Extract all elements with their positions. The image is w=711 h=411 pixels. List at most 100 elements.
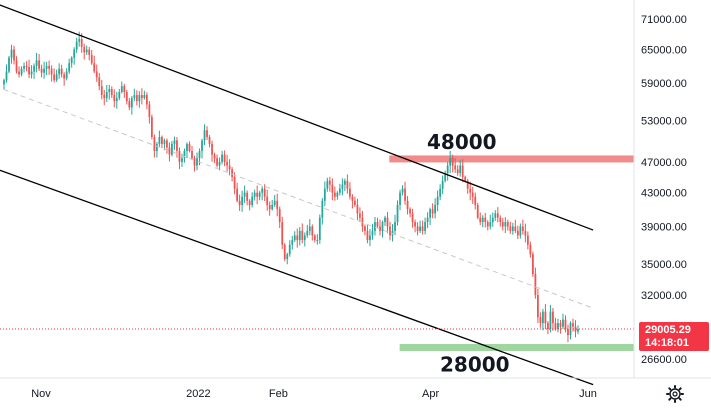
candle-body (514, 226, 517, 231)
candle-body (135, 95, 138, 102)
x-tick-label: Nov (31, 388, 51, 400)
candle-body (333, 192, 336, 197)
candle-body (313, 235, 316, 241)
channel-line-upper (0, 4, 594, 231)
x-tick-label: 2022 (186, 388, 210, 400)
candle-body (58, 68, 61, 75)
candle-body (484, 217, 487, 223)
candle-body (60, 68, 63, 75)
candle-body (30, 71, 33, 75)
candle-body (263, 188, 266, 197)
support-label: 28000 (440, 352, 510, 376)
candle-body (158, 136, 161, 144)
candle-body (564, 319, 567, 330)
candle-body (414, 222, 416, 227)
candle-body (577, 329, 579, 332)
candle-body (130, 98, 133, 108)
candle-body (466, 180, 469, 189)
candle-body (20, 68, 23, 75)
candle-body (529, 244, 532, 255)
last-price-tag: 29005.29 14:18:01 (639, 322, 709, 352)
candle-body (349, 188, 351, 197)
candle-body (323, 188, 326, 201)
candle-body (110, 89, 113, 96)
candle-body (481, 217, 484, 223)
candle-body (454, 165, 457, 170)
candle-body (464, 176, 467, 181)
candle-body (439, 188, 442, 197)
candle-body (444, 173, 447, 181)
y-tick-label: 32000.00 (641, 290, 687, 302)
resistance-label: 48000 (427, 130, 497, 154)
candle-body (343, 180, 346, 185)
candle-body (552, 311, 554, 324)
candle-body (384, 217, 386, 223)
candle-body (120, 86, 123, 93)
y-tick-label: 39000.00 (641, 221, 687, 233)
candle-body (55, 74, 58, 81)
candle-body (526, 235, 529, 245)
candle-body (459, 165, 462, 174)
candle-body (211, 143, 213, 155)
candle-body (419, 226, 421, 231)
candle-body (256, 192, 259, 197)
candle-body (511, 226, 514, 231)
candle-body (8, 57, 10, 72)
candle-body (562, 319, 564, 327)
candle-body (33, 65, 35, 72)
candle-body (93, 63, 96, 72)
candle-body (100, 86, 103, 96)
candle-body (173, 140, 176, 144)
candle-body (426, 217, 429, 223)
candle-body (401, 188, 404, 193)
candle-body (68, 63, 71, 72)
price-scale[interactable] (634, 0, 711, 378)
candle-body (183, 150, 186, 159)
candle-body (316, 240, 319, 242)
candle-body (123, 86, 126, 93)
candle-body (471, 192, 474, 197)
channel-line-lower (0, 169, 594, 386)
candle-body (389, 226, 391, 236)
y-tick-label: 26600.00 (641, 354, 687, 366)
candle-body (63, 74, 66, 79)
candle-body (441, 180, 444, 189)
candle-body (266, 196, 269, 205)
candle-body (436, 196, 439, 205)
candle-body (371, 230, 374, 236)
candle-body (226, 161, 228, 166)
candle-body (133, 95, 136, 99)
candle-body (115, 98, 118, 102)
gear-icon[interactable] (666, 385, 684, 403)
candle-body (83, 46, 86, 53)
candle-body (326, 180, 329, 189)
candle-body (138, 95, 141, 102)
candle-body (178, 150, 181, 162)
candle-body (248, 200, 251, 205)
candle-body (150, 117, 153, 137)
candle-body (572, 323, 574, 327)
candle-body (461, 165, 464, 177)
candle-body (125, 92, 128, 102)
candle-body (449, 158, 452, 166)
candle-body (241, 196, 244, 205)
candle-body (40, 68, 43, 73)
candle-body (228, 165, 231, 170)
candle-body (181, 158, 183, 162)
candle-body (113, 95, 116, 102)
candle-body (140, 95, 143, 99)
candle-body (198, 150, 201, 159)
candle-body (451, 158, 454, 166)
y-axis-ticks: 71000.00 65000.00 59000.00 53000.00 47000.00… (641, 14, 687, 366)
candle-body (524, 230, 527, 236)
last-price-value: 29005.29 (645, 324, 691, 336)
candle-body (216, 158, 218, 166)
candle-body (446, 165, 449, 174)
candle-body (416, 226, 419, 231)
candle-body (331, 184, 334, 193)
candle-body (469, 188, 472, 193)
candle-body (404, 188, 406, 201)
candle-body (90, 54, 93, 64)
candle-body (206, 130, 208, 137)
